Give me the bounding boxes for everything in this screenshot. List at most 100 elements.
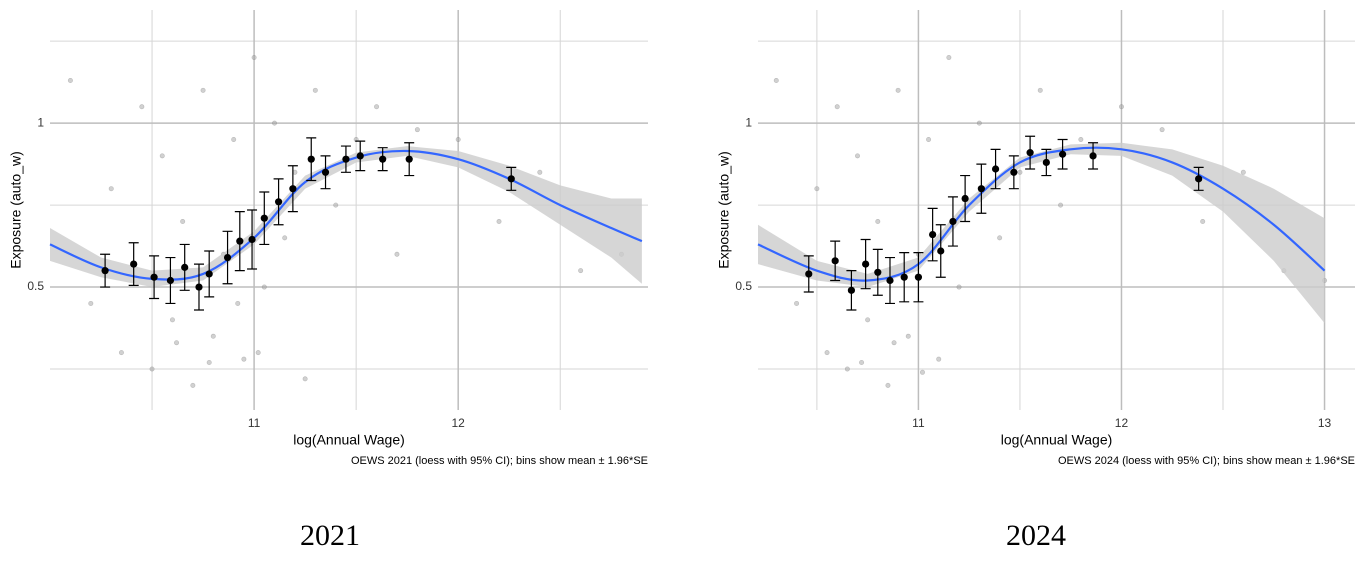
scatter-point bbox=[854, 153, 860, 159]
bin-mean bbox=[274, 198, 283, 206]
scatter-point bbox=[1118, 104, 1124, 110]
scatter-point bbox=[1078, 137, 1084, 143]
scatter-point bbox=[814, 186, 820, 192]
scatter-point bbox=[919, 369, 925, 375]
bin-mean bbox=[321, 168, 330, 176]
bin-mean bbox=[130, 260, 138, 268]
y-tick-label: 1 bbox=[745, 115, 752, 129]
bin-mean bbox=[223, 253, 232, 262]
scatter-point bbox=[859, 359, 865, 365]
bin-mean bbox=[831, 257, 839, 265]
scatter-point bbox=[67, 77, 73, 83]
bin-mean bbox=[260, 214, 268, 222]
bin-mean bbox=[874, 268, 882, 276]
scatter-point bbox=[865, 317, 871, 323]
scatter-point bbox=[891, 340, 897, 346]
x-tick-label: 12 bbox=[452, 416, 466, 430]
scatter-point bbox=[190, 382, 196, 388]
bin-mean bbox=[289, 185, 297, 193]
scatter-point bbox=[1200, 218, 1206, 224]
bin-mean bbox=[166, 276, 175, 285]
scatter-point bbox=[118, 350, 124, 356]
panel: 11 12 0.5 1 log(Annual Wage) Exposure (auto_w… bbox=[8, 10, 648, 552]
scatter-point bbox=[174, 340, 180, 346]
bin-mean bbox=[342, 155, 350, 163]
bin-mean bbox=[961, 194, 969, 203]
scatter-point bbox=[235, 300, 241, 306]
panel: 11 12 13 0.5 1 log(Annual Wage) Exposure (auto… bbox=[716, 10, 1355, 552]
bin-mean bbox=[205, 270, 213, 278]
scatter-point bbox=[139, 104, 145, 110]
scatter-point bbox=[206, 359, 212, 365]
bin-mean bbox=[847, 286, 856, 294]
caption: OEWS 2024 (loess with 95% CI); bins show… bbox=[1058, 455, 1355, 467]
confidence-band bbox=[50, 146, 642, 288]
y-axis-label: Exposure (auto_w) bbox=[716, 151, 732, 269]
x-axis-label: log(Annual Wage) bbox=[1001, 432, 1113, 448]
caption: OEWS 2021 (loess with 95% CI); bins show… bbox=[351, 455, 648, 467]
y-tick-label: 1 bbox=[37, 115, 44, 129]
x-tick-label: 13 bbox=[1318, 416, 1332, 430]
scatter-point bbox=[333, 202, 339, 208]
bin-mean bbox=[1058, 150, 1067, 158]
bin-mean bbox=[1010, 168, 1018, 176]
scatter-point bbox=[997, 235, 1003, 241]
bin-mean bbox=[356, 152, 364, 160]
bin-mean bbox=[929, 230, 937, 239]
bin-mean bbox=[236, 237, 244, 245]
scatter-point bbox=[844, 366, 850, 372]
bin-mean bbox=[379, 155, 387, 163]
bin-mean bbox=[805, 270, 813, 278]
scatter-point bbox=[1037, 87, 1043, 93]
x-tick-label: 11 bbox=[248, 416, 261, 430]
scatter-point bbox=[976, 120, 982, 126]
loess-line bbox=[757, 146, 1326, 282]
x-tick-label: 12 bbox=[1115, 416, 1129, 430]
scatter-point bbox=[159, 153, 165, 159]
scatter-point bbox=[956, 284, 962, 290]
scatter-point bbox=[537, 169, 543, 175]
scatter-point bbox=[1240, 169, 1246, 175]
scatter-point bbox=[169, 317, 175, 323]
bin-mean bbox=[248, 235, 256, 244]
scatter-point bbox=[794, 300, 800, 306]
bin-mean bbox=[507, 175, 515, 183]
scatter-point bbox=[414, 127, 420, 133]
panel-label: 2024 bbox=[1006, 519, 1066, 552]
bin-mean bbox=[1195, 175, 1203, 183]
scatter-point bbox=[302, 376, 308, 382]
panel-label: 2021 bbox=[300, 519, 360, 552]
bin-mean bbox=[195, 283, 203, 291]
bin-mean bbox=[307, 155, 315, 163]
bin-mean bbox=[1026, 149, 1034, 157]
bin-mean bbox=[914, 273, 923, 281]
y-tick-label: 0.5 bbox=[27, 279, 44, 293]
bin-mean bbox=[937, 247, 945, 255]
scatter-point bbox=[108, 186, 114, 192]
scatter-point bbox=[773, 77, 779, 83]
bin-mean bbox=[862, 260, 870, 268]
scatter-point bbox=[312, 87, 318, 93]
scatter-point bbox=[255, 350, 261, 356]
bin-mean bbox=[101, 267, 109, 275]
scatter-point bbox=[394, 251, 400, 257]
scatter-point bbox=[926, 137, 932, 143]
scatter-point bbox=[496, 218, 502, 224]
bin-mean bbox=[949, 217, 957, 226]
scatter-point bbox=[936, 356, 942, 362]
bin-mean bbox=[886, 276, 894, 285]
bin-mean bbox=[1089, 152, 1097, 160]
bin-mean bbox=[977, 185, 985, 193]
bin-mean bbox=[150, 273, 158, 281]
scatter-point bbox=[1058, 202, 1064, 208]
scatter-point bbox=[578, 268, 584, 274]
scatter-point bbox=[946, 55, 952, 61]
scatter-point bbox=[374, 104, 380, 110]
scatter-point bbox=[272, 120, 278, 126]
bin-mean bbox=[405, 155, 413, 163]
scatter-point bbox=[905, 333, 911, 339]
scatter-point bbox=[282, 235, 288, 241]
bin-mean bbox=[900, 273, 908, 281]
bin-mean bbox=[991, 165, 1000, 173]
